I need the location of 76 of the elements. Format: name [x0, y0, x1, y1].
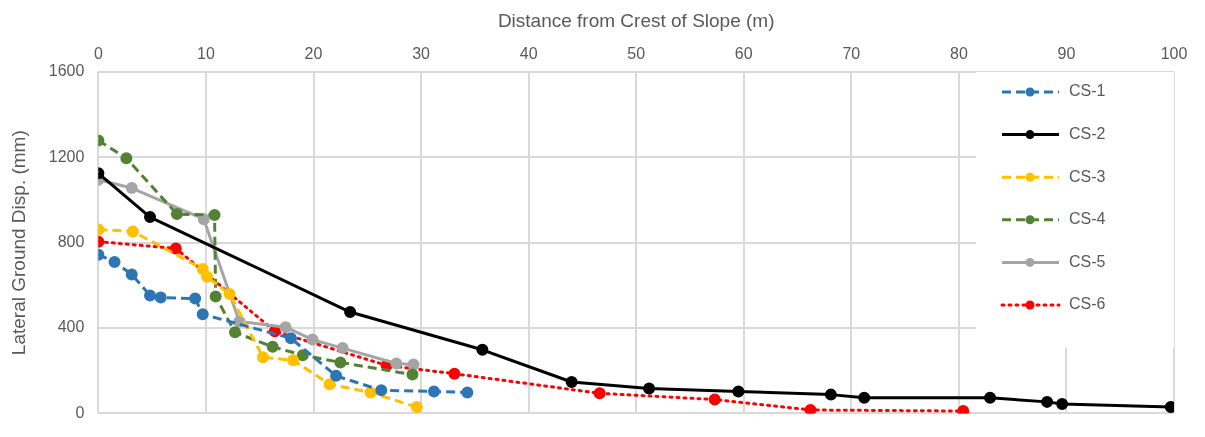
y-tick-label: 800	[57, 233, 85, 251]
x-tick-label: 40	[519, 44, 538, 62]
point	[284, 332, 297, 345]
point	[126, 225, 139, 238]
x-tick-label: 50	[627, 44, 646, 62]
x-axis-title: Distance from Crest of Slope (m)	[497, 9, 775, 31]
point	[984, 391, 997, 404]
x-tick-label: 90	[1057, 44, 1076, 62]
legend-label: CS-5	[1069, 252, 1106, 270]
point	[334, 356, 347, 369]
point	[196, 262, 209, 275]
point	[330, 369, 343, 382]
point	[824, 388, 837, 401]
point	[390, 357, 403, 370]
point	[120, 152, 133, 165]
point	[375, 384, 388, 397]
point	[565, 376, 578, 389]
point	[593, 387, 606, 400]
point	[144, 289, 157, 302]
point	[732, 385, 745, 398]
point	[461, 386, 474, 399]
point	[229, 326, 241, 339]
point	[336, 342, 349, 355]
point	[170, 208, 183, 221]
point	[256, 351, 269, 364]
point	[410, 401, 423, 413]
point	[296, 349, 309, 362]
legend-label: CS-4	[1069, 210, 1106, 228]
x-tick-label: 30	[412, 44, 431, 62]
y-tick-label: 1600	[48, 62, 85, 80]
x-tick-label: 100	[1160, 44, 1188, 62]
point	[1041, 395, 1054, 408]
y-tick-label: 1200	[48, 147, 85, 165]
point	[197, 213, 210, 226]
point	[125, 268, 138, 281]
point	[323, 378, 336, 391]
x-tick-label: 70	[842, 44, 861, 62]
point	[448, 367, 461, 380]
point	[643, 382, 656, 395]
x-tick-label: 80	[949, 44, 968, 62]
legend-label: CS-3	[1069, 167, 1106, 185]
point	[406, 368, 419, 381]
x-tick-label: 0	[93, 44, 103, 62]
legend-label: CS-6	[1069, 295, 1106, 313]
point	[306, 333, 319, 346]
point	[407, 358, 420, 371]
point	[144, 211, 157, 224]
x-tick-label: 60	[734, 44, 753, 62]
point	[364, 386, 377, 399]
point	[427, 385, 440, 398]
point	[201, 270, 214, 283]
legend-label: CS-2	[1069, 125, 1106, 143]
legend-label: CS-1	[1069, 82, 1106, 100]
point	[108, 255, 121, 268]
point	[279, 321, 292, 334]
point	[196, 308, 209, 321]
point	[154, 291, 167, 304]
x-tick-label: 20	[304, 44, 323, 62]
point	[208, 208, 221, 221]
x-tick-label: 10	[197, 44, 215, 62]
point	[344, 306, 357, 319]
y-axis-title: Lateral Ground Disp. (mm)	[7, 130, 29, 356]
point	[125, 182, 138, 195]
point	[189, 292, 202, 305]
point	[708, 393, 721, 406]
point	[266, 340, 279, 353]
point	[1056, 398, 1069, 411]
point	[476, 343, 489, 356]
point	[804, 403, 817, 414]
point	[223, 287, 236, 300]
point	[209, 290, 222, 303]
point	[287, 354, 300, 367]
point	[169, 242, 182, 255]
point	[858, 391, 871, 404]
y-tick-label: 0	[75, 403, 85, 421]
y-tick-label: 400	[57, 318, 85, 336]
